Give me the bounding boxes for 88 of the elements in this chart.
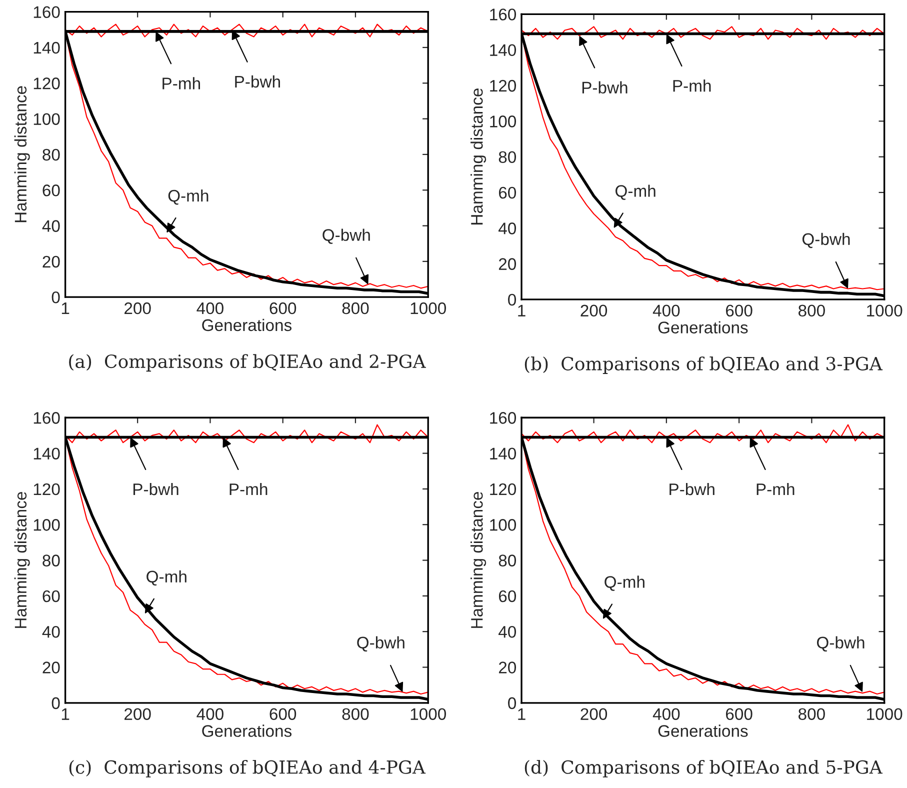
- y-tick-label: 20: [42, 256, 60, 268]
- x-tick-label: 400: [652, 708, 680, 720]
- y-tick-label: 0: [508, 294, 516, 306]
- x-tick-label: 1000: [410, 302, 446, 314]
- x-tick-label: 200: [580, 304, 608, 317]
- annotation: Q-mh: [168, 189, 208, 205]
- y-tick-label: 140: [34, 448, 60, 460]
- x-tick-label: 600: [726, 708, 752, 720]
- y-tick-label: 100: [34, 113, 60, 125]
- text: (d) Comparisons of bQIEAo and 5-PGA: [524, 760, 883, 778]
- y-tick-label: 100: [490, 519, 516, 531]
- x-tick-label: 600: [270, 708, 296, 720]
- x-tick-label: 1: [62, 708, 70, 720]
- x-tick-label: 400: [652, 304, 680, 317]
- y-axis-title: Hamming distance: [14, 86, 30, 222]
- annotation: P-mh: [756, 482, 794, 496]
- y-tick-label: 160: [34, 6, 60, 18]
- annotation: P-mh: [162, 77, 200, 90]
- x-axis-title: Generations: [202, 724, 292, 737]
- annotation: Q-bwh: [802, 232, 850, 248]
- y-tick-label: 40: [498, 626, 516, 638]
- y-tick-label: 140: [490, 448, 516, 460]
- y-tick-label: 20: [498, 662, 516, 674]
- y-tick-label: 40: [498, 222, 516, 234]
- y-tick-label: 80: [498, 554, 516, 566]
- y-tick-label: 100: [34, 519, 60, 531]
- y-tick-label: 40: [42, 626, 60, 638]
- y-tick-label: 140: [34, 42, 60, 54]
- y-axis-title: Hamming distance: [470, 88, 486, 224]
- annotation: Q-mh: [604, 576, 644, 591]
- x-axis-title: Generations: [658, 724, 748, 737]
- annotation: P-bwh: [133, 482, 178, 496]
- y-tick-label: 140: [490, 44, 516, 56]
- annotation: Q-mh: [616, 184, 656, 200]
- y-tick-label: 0: [52, 291, 60, 304]
- y-axis-title: Hamming distance: [14, 492, 30, 628]
- y-tick-label: 40: [42, 220, 60, 232]
- text: (b) Comparisons of bQIEAo and 3-PGA: [524, 356, 883, 374]
- x-axis-title: Generations: [202, 318, 292, 332]
- y-tick-label: 120: [34, 78, 60, 90]
- y-tick-label: 160: [490, 8, 516, 20]
- y-tick-label: 120: [490, 483, 516, 496]
- y-tick-label: 160: [34, 412, 60, 424]
- y-tick-label: 80: [498, 151, 516, 164]
- x-tick-label: 200: [580, 708, 608, 720]
- x-tick-label: 400: [196, 708, 224, 720]
- x-tick-label: 200: [124, 708, 151, 720]
- annotation: P-mh: [230, 482, 268, 496]
- y-tick-label: 20: [498, 258, 516, 270]
- x-tick-label: 400: [196, 302, 224, 314]
- y-tick-label: 160: [490, 412, 516, 424]
- text: (a) Comparisons of bQIEAo and 2-PGA: [69, 354, 426, 372]
- annotation: P-bwh: [235, 75, 280, 88]
- annotation: P-bwh: [670, 482, 714, 496]
- text: (c) Comparisons of bQIEAo and 4-PGA: [69, 760, 426, 778]
- y-tick-label: 80: [42, 554, 60, 566]
- annotation: P-mh: [673, 80, 711, 92]
- x-tick-label: 1: [518, 708, 526, 720]
- x-tick-label: 200: [124, 302, 151, 314]
- x-tick-label: 1000: [410, 708, 446, 720]
- x-tick-label: 600: [270, 302, 296, 314]
- annotation: Q-mh: [146, 570, 186, 586]
- x-tick-label: 600: [726, 304, 752, 317]
- x-axis-title: Generations: [658, 321, 748, 334]
- y-tick-label: 100: [490, 116, 516, 128]
- y-tick-label: 60: [498, 590, 516, 602]
- annotation: Q-bwh: [816, 636, 864, 652]
- y-tick-label: 60: [42, 590, 60, 602]
- y-tick-label: 60: [42, 184, 60, 196]
- y-tick-label: 0: [52, 697, 60, 710]
- annotation: P-bwh: [582, 81, 628, 94]
- x-tick-label: 1: [62, 302, 70, 314]
- x-tick-label: 1000: [867, 304, 902, 317]
- x-tick-label: 800: [798, 708, 825, 720]
- x-tick-label: 800: [798, 304, 825, 317]
- y-tick-label: 60: [498, 186, 516, 199]
- annotation: Q-bwh: [322, 228, 370, 244]
- x-tick-label: 1000: [867, 708, 902, 720]
- y-tick-label: 120: [34, 483, 60, 496]
- y-tick-label: 20: [42, 662, 60, 674]
- y-tick-label: 80: [42, 148, 60, 161]
- x-tick-label: 1: [518, 304, 526, 316]
- x-tick-label: 800: [342, 708, 369, 720]
- y-axis-title: Hamming distance: [470, 492, 486, 628]
- y-tick-label: 0: [508, 697, 516, 710]
- annotation: Q-bwh: [357, 636, 404, 652]
- y-tick-label: 120: [490, 80, 516, 92]
- x-tick-label: 800: [342, 302, 369, 314]
